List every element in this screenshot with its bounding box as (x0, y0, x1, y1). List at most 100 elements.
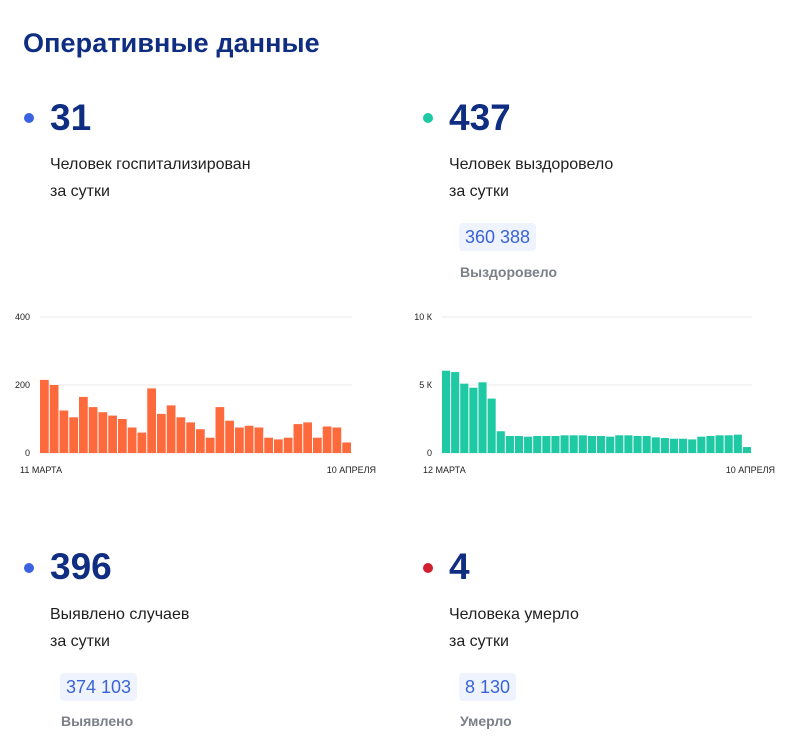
bar (624, 435, 633, 453)
cases-total-label: Выявлено (61, 713, 134, 729)
bar (606, 436, 615, 453)
bar (274, 439, 283, 453)
bar (205, 437, 215, 453)
bar (688, 439, 697, 453)
bar (127, 427, 137, 453)
bar (487, 398, 496, 453)
bar (244, 425, 254, 453)
bar (254, 427, 264, 453)
blue-dot-icon (24, 563, 34, 573)
bar (118, 419, 127, 453)
y-tick-label: 10 К (414, 312, 433, 322)
deaths-total-label: Умерло (460, 713, 512, 729)
x-end-label: 10 АПРЕЛЯ (726, 465, 775, 475)
bar (633, 436, 642, 453)
bar (724, 435, 733, 453)
hospitalized-label: Человек госпитализирован (50, 156, 251, 173)
cases-total-badge: 374 103 (60, 673, 138, 701)
deaths-label: Человека умерло (449, 606, 579, 623)
bar (560, 435, 569, 453)
bar (69, 417, 78, 453)
x-end-label: 10 АПРЕЛЯ (327, 465, 376, 475)
bar (59, 410, 69, 453)
bar (40, 379, 49, 453)
bar (642, 436, 651, 453)
hospitalized-description: Человек госпитализирован за сутки (50, 151, 251, 205)
cases-period: за сутки (50, 633, 110, 650)
recovered-total-badge: 360 388 (459, 223, 537, 251)
x-start-label: 11 МАРТА (20, 465, 62, 475)
recovered-period: за сутки (449, 183, 509, 200)
bar (225, 420, 234, 453)
bar (157, 413, 166, 453)
bar (478, 382, 487, 453)
bar (49, 385, 59, 453)
bar (660, 438, 669, 453)
bar (551, 436, 560, 453)
bar (293, 424, 303, 453)
recovered-bar-chart: 10 К 5 К 0 12 МАРТА 10 АПРЕЛЯ (414, 312, 775, 475)
bar (442, 370, 451, 453)
bar (533, 436, 542, 453)
hospitalized-period: за сутки (50, 183, 110, 200)
bar (460, 383, 469, 453)
cases-value: 396 (50, 546, 112, 587)
page-title: Оперативные данные (23, 28, 320, 58)
bar (569, 435, 578, 453)
bar (235, 427, 244, 453)
bar (147, 388, 156, 453)
bar (669, 438, 679, 453)
bar (79, 396, 88, 453)
bar (176, 417, 186, 453)
cases-description: Выявлено случаев за сутки (50, 601, 189, 655)
y-tick-label: 0 (25, 448, 30, 458)
bar (88, 407, 98, 453)
bar (587, 436, 596, 453)
deaths-period: за сутки (449, 633, 509, 650)
bar (196, 429, 205, 453)
bar (505, 436, 514, 453)
bar (578, 435, 587, 453)
recovered-total-label: Выздоровело (460, 264, 558, 280)
recovered-label: Человек выздоровело (449, 156, 614, 173)
bar (332, 427, 342, 453)
bar (166, 405, 176, 453)
bar (514, 436, 524, 453)
y-tick-label: 0 (427, 448, 432, 458)
bar (215, 407, 225, 453)
bar (264, 437, 273, 453)
bar (651, 437, 660, 453)
bar (742, 447, 751, 453)
bar (98, 412, 108, 453)
deaths-value: 4 (449, 546, 470, 587)
bar (715, 435, 724, 453)
bar (733, 434, 742, 453)
bar (706, 436, 715, 453)
y-tick-label: 400 (15, 312, 30, 322)
bar (322, 426, 332, 453)
cases-label: Выявлено случаев (50, 606, 190, 623)
teal-dot-icon (423, 113, 433, 123)
recovered-value: 437 (449, 97, 511, 138)
bar (597, 436, 606, 453)
bar (137, 432, 147, 453)
bar (303, 422, 312, 453)
hospitalized-bar-chart: 400 200 0 11 МАРТА 10 АПРЕЛЯ (15, 312, 376, 475)
bar (524, 436, 533, 453)
bar (679, 438, 688, 453)
red-dot-icon (423, 563, 433, 573)
bar (186, 422, 195, 453)
blue-dot-icon (24, 113, 34, 123)
y-tick-label: 200 (15, 380, 30, 390)
bar (108, 415, 117, 453)
recovered-description: Человек выздоровело за сутки (449, 151, 613, 205)
bar (542, 436, 551, 453)
bar (615, 435, 624, 453)
bar (342, 442, 351, 453)
bar (313, 437, 322, 453)
hospitalized-value: 31 (50, 97, 92, 138)
deaths-total-badge: 8 130 (459, 673, 517, 701)
bar (451, 372, 460, 453)
bar (496, 431, 505, 453)
deaths-description: Человека умерло за сутки (449, 601, 579, 655)
